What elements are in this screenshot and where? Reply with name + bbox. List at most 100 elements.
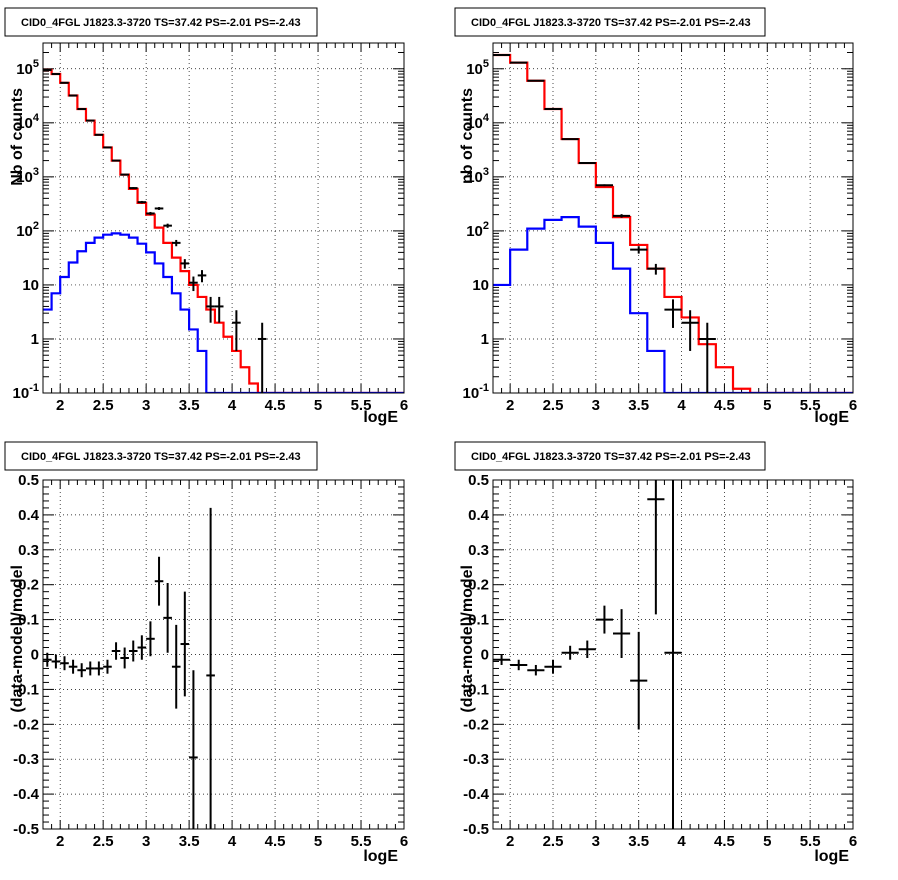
x-tick-label: 3: [592, 397, 600, 414]
plot-title: CID0_4FGL J1823.3-3720 TS=37.42 PS=-2.01…: [471, 451, 751, 463]
x-tick-label: 5.5: [351, 833, 372, 850]
plot-frame: [492, 479, 854, 830]
y-tick-label: -0.5: [463, 821, 489, 838]
plot-frame-bg: [43, 43, 404, 393]
x-tick-label: 3.5: [179, 397, 200, 414]
x-axis-label: logE: [814, 848, 849, 865]
plot-panel-1: 2 2.5 3 3.5 4 4.5 5 5.5 6 10-1 1 10 102 103 104 105 logE…: [4, 7, 408, 426]
y-axis-label: (data-model)/model: [9, 565, 26, 713]
y-tick-label: 104: [466, 112, 490, 132]
title-box: [4, 7, 318, 37]
plot-title: CID0_4FGL J1823.3-3720 TS=37.42 PS=-2.01…: [21, 451, 301, 463]
plot-data-layer: [43, 68, 404, 393]
x-tick-label: 3.5: [179, 833, 200, 850]
y-tick-label: -0.2: [463, 716, 489, 733]
plot-panel-2: 2 2.5 3 3.5 4 4.5 5 5.5 6 10-1 1 10 102 103 104 105 logE…: [454, 7, 857, 426]
y-tick-label: 0.3: [18, 542, 39, 559]
y-axis-label: nb of counts: [459, 88, 476, 184]
y-axis-label: Nb of counts: [9, 88, 26, 186]
y-tick-label: 102: [466, 220, 489, 240]
plot-frame-bg: [493, 43, 853, 393]
x-tick-label: 2.5: [543, 833, 564, 850]
y-tick-label: 105: [466, 58, 489, 78]
title-box: [4, 441, 318, 471]
x-tick-label: 4: [677, 397, 686, 414]
x-tick-label: 5.5: [351, 397, 372, 414]
plot-data-layer: [43, 507, 215, 829]
y-tick-label: 0.2: [468, 577, 489, 594]
x-tick-label: 4.5: [714, 397, 735, 414]
title-box: [454, 441, 766, 471]
y-tick-label: 10-1: [13, 382, 39, 402]
y-tick-label: 0.3: [468, 542, 489, 559]
histogram-series-1: [43, 68, 404, 393]
x-tick-label: 4: [228, 397, 237, 414]
plot-data-layer: [493, 53, 853, 393]
x-tick-label: 4.5: [265, 833, 286, 850]
x-tick-label: 3.5: [628, 397, 649, 414]
x-tick-label: 2: [56, 397, 64, 414]
y-tick-label: 0: [31, 647, 39, 664]
y-tick-label: -0.3: [13, 751, 39, 768]
y-tick-label: -0.1: [463, 681, 489, 698]
plot-title: CID0_4FGL J1823.3-3720 TS=37.42 PS=-2.01…: [21, 17, 301, 29]
title-box: [454, 7, 766, 37]
plot-frame: [42, 42, 405, 394]
y-tick-label: 102: [16, 220, 39, 240]
x-axis-label: logE: [363, 848, 398, 865]
plot-title: CID0_4FGL J1823.3-3720 TS=37.42 PS=-2.01…: [471, 17, 751, 29]
plot-data-layer: [493, 480, 682, 829]
x-tick-label: 2.5: [93, 833, 114, 850]
y-tick-label: 1: [481, 331, 489, 348]
y-tick-label: -0.4: [13, 786, 40, 803]
histogram-series-2: [493, 215, 853, 393]
y-tick-label: 0: [481, 647, 489, 664]
x-tick-label: 6: [849, 833, 857, 850]
x-tick-label: 4.5: [265, 397, 286, 414]
plot-panel-3: 2 2.5 3 3.5 4 4.5 5 5.5 6 -0.5 -0.4 -0.3 -0.2 -0.1 0 0.…: [4, 441, 408, 865]
plot-frame: [492, 42, 854, 394]
x-tick-label: 4.5: [714, 833, 735, 850]
x-tick-label: 5: [314, 833, 322, 850]
x-tick-label: 4: [228, 833, 237, 850]
x-tick-label: 2: [506, 397, 514, 414]
histogram-series-2: [43, 232, 404, 393]
y-tick-label: 1: [31, 331, 39, 348]
x-tick-label: 2.5: [93, 397, 114, 414]
y-tick-label: -0.4: [463, 786, 490, 803]
x-tick-label: 5: [763, 397, 771, 414]
y-tick-label: 0.1: [468, 612, 489, 629]
plot-panel-4: 2 2.5 3 3.5 4 4.5 5 5.5 6 -0.5 -0.4 -0.3 -0.2 -0.1 0 0.…: [454, 441, 857, 865]
x-tick-label: 6: [400, 397, 408, 414]
y-tick-label: 0.5: [18, 472, 39, 489]
y-tick-label: -0.5: [13, 821, 39, 838]
x-tick-label: 5.5: [800, 397, 821, 414]
y-tick-label: 0.1: [18, 612, 39, 629]
x-tick-label: 5.5: [800, 833, 821, 850]
y-tick-label: -0.1: [13, 681, 39, 698]
y-tick-label: -0.2: [13, 716, 39, 733]
x-tick-label: 4: [677, 833, 686, 850]
y-tick-label: 104: [16, 112, 40, 132]
y-tick-label: 0.5: [468, 472, 489, 489]
y-tick-label: 103: [466, 166, 489, 186]
x-axis-label: logE: [363, 409, 398, 426]
x-axis-label: logE: [814, 409, 849, 426]
x-tick-label: 3: [592, 833, 600, 850]
y-tick-label: 0.2: [18, 577, 39, 594]
x-tick-label: 3: [142, 833, 150, 850]
x-tick-label: 5: [314, 397, 322, 414]
x-tick-label: 3: [142, 397, 150, 414]
y-tick-label: 10: [22, 277, 39, 294]
y-tick-label: 105: [16, 58, 39, 78]
x-tick-label: 2: [56, 833, 64, 850]
plot-frame: [42, 479, 405, 830]
x-tick-label: 2: [506, 833, 514, 850]
y-tick-label: 10-1: [463, 382, 489, 402]
y-tick-label: 0.4: [468, 507, 490, 524]
y-tick-label: 0.4: [18, 507, 40, 524]
x-tick-label: 6: [849, 397, 857, 414]
y-tick-label: -0.3: [463, 751, 489, 768]
